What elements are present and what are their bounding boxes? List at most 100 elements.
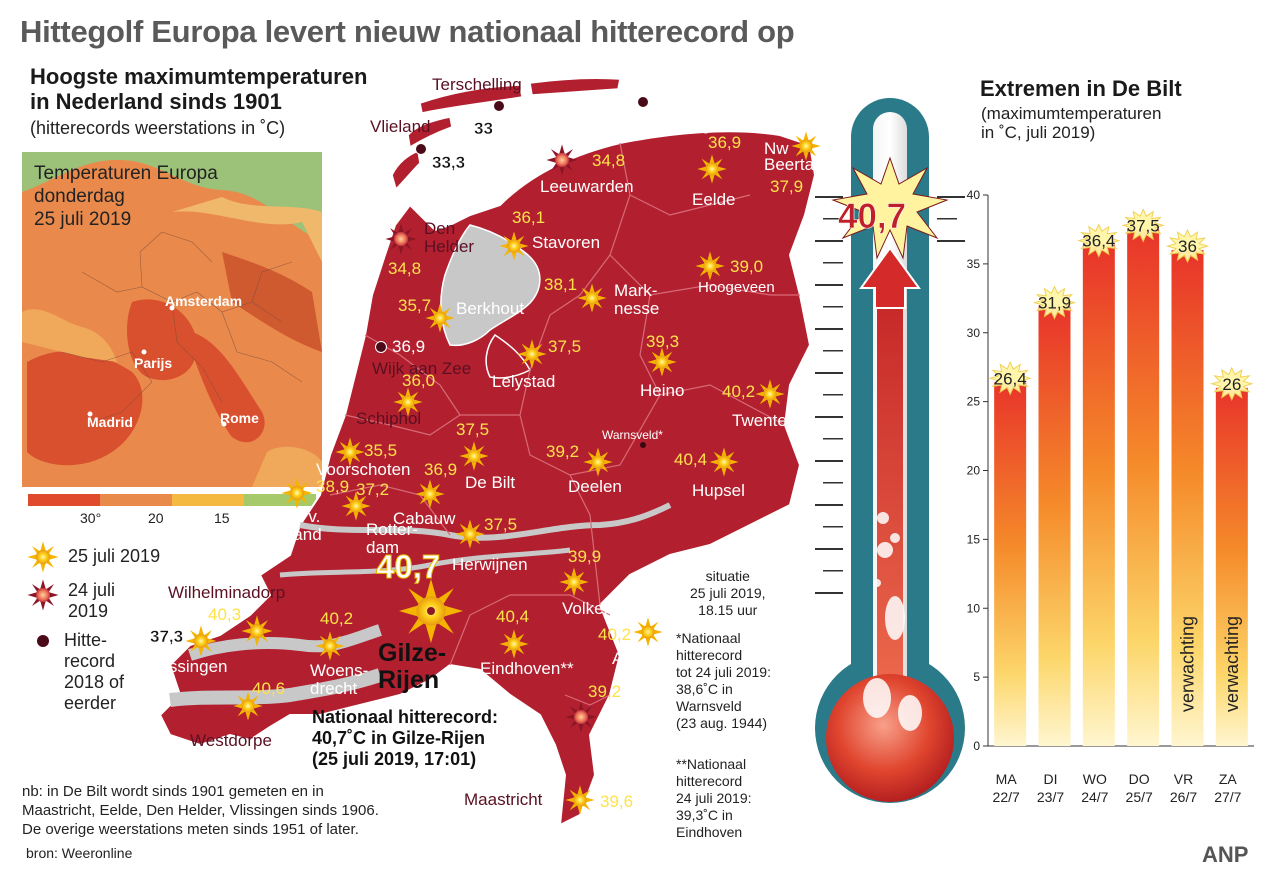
city-label-amsterdam: Amsterdam [165,293,243,309]
bar-value-burst [1121,208,1165,243]
bar-value-label: 26,4 [994,369,1027,388]
x-day-label: WO [1083,771,1107,787]
island-vlieland [407,116,453,149]
sun-25-july-icon [455,519,485,549]
station-value-terschelling: 33 [474,119,493,138]
station-value-eelde: 36,9 [708,133,742,152]
record-value-gilze-rijen: 40,7 [375,548,441,586]
thermometer-value: 40,7 [838,197,907,237]
station-value-leeuwarden: 34,8 [592,151,626,170]
station-value-lauwersoog: 35,7 [656,97,690,116]
station-name-line: Mark- [614,281,658,300]
station-value-berkhout: 35,7 [398,296,432,315]
x-date-label: 22/7 [993,789,1020,805]
sun-25-july-icon [565,785,595,815]
record-dot-icon [375,341,387,353]
record-line: 40,7˚C in Gilze-Rijen [312,728,486,748]
note-line: hitterecord [676,647,743,663]
sun-25-july-icon [185,625,217,657]
island-texel [391,149,421,191]
warnsveld-dot-icon [640,442,646,448]
x-date-label: 26/7 [1170,789,1197,805]
bar-value-burst [1210,366,1254,401]
footnote-line: De overige weerstations meten sinds 1951… [22,821,359,838]
bar [1038,306,1071,746]
thermometer-droplets [863,512,922,731]
station-name-wijk-aan-zee: Wijk aan Zee [372,359,472,378]
station-name-line: Beerta [764,155,815,174]
y-tick-label: 0 [973,739,980,753]
bar-value-label: 31,9 [1038,294,1071,313]
note-line: 18.15 uur [698,602,758,618]
x-date-label: 23/7 [1037,789,1064,805]
scale-label: 30° [80,510,102,526]
station-name-warnsveld: Warnsveld* [602,428,663,442]
station-name-maastricht: Maastricht [464,790,543,809]
station-value-stavoren: 36,1 [512,208,546,227]
station-name-nw-beerta: Nw Beerta [764,140,815,174]
note-line: 38,6˚C in [676,681,733,697]
station-name-line: Den [424,219,456,238]
station-name-gilze-rijen: Gilze- Rijen [378,640,446,694]
y-tick-label: 15 [967,532,981,546]
legend-line: 24 juli [68,580,116,600]
station-value-vlissingen: 37,3 [150,627,184,646]
debilt-subtitle: (maximumtemperaturen in ˚C, juli 2019) [981,104,1161,142]
legend-label-earlier-record: Hitte- record 2018 of eerder [64,630,124,714]
station-value-marknesse: 38,1 [544,275,578,294]
scale-segment [172,494,244,506]
sun-25-july-icon [415,479,445,509]
europe-map-title: Temperaturen Europa donderdag 25 juli 20… [34,162,218,231]
earlier-record-dot-icon [37,635,49,647]
sun-25-july-icon [499,629,529,659]
y-tick-label: 40 [967,188,981,202]
legend-line: record [64,651,116,671]
station-value-maastricht: 39,6 [600,792,634,811]
debilt-title: Extremen in De Bilt [980,76,1182,101]
bar-value-burst [988,361,1032,396]
station-value-ell: 39,2 [588,682,622,701]
station-value-rotterdam: 37,2 [356,480,390,499]
station-name-vlissingen: Vlissingen [150,657,228,676]
station-name-heino: Heino [640,381,685,400]
station-name-line: Hoek v. [264,507,321,526]
sun-25-july-icon [281,477,313,509]
station-value-volkel: 39,9 [568,547,602,566]
note-line: 25 juli 2019, [690,585,766,601]
sun-25-july-icon [577,283,607,313]
estuary-westerschelde [169,668,383,707]
x-date-label: 27/7 [1214,789,1241,805]
thermometer-ticks [815,196,965,594]
debilt-subtitle-line: in ˚C, juli 2019) [981,123,1096,142]
station-value-hoogeveen: 39,0 [730,257,764,276]
sun-24-july-icon [565,701,597,733]
station-name-de-bilt: De Bilt [465,473,516,492]
forecast-label: verwachting [1222,616,1242,712]
sun-25-july-icon [583,447,613,477]
bar-value-burst [1032,285,1077,320]
city-dot [141,349,147,355]
city-label-madrid: Madrid [87,414,133,430]
y-tick-label: 10 [967,601,981,615]
station-name-line: Rotter- [366,520,418,539]
station-name-westdorpe: Westdorpe [190,731,272,750]
station-name-hupsel: Hupsel [692,481,745,500]
note-line: 24 juli 2019: [676,790,752,806]
debilt-bar-chart: 0 5 10 15 20 25 30 35 40 26,4 MA 22/7 31,9 DI 23/7 36,4… [967,188,1254,805]
station-name-line: dam [366,538,400,557]
bar [1082,244,1115,746]
sun-25-july-icon [499,231,529,261]
situation-note: situatie 25 juli 2019, 18.15 uur [690,568,766,619]
station-name-volkel: Volkel [562,599,608,618]
station-value-voorschoten: 35,5 [364,441,398,460]
bar-value-label: 36,4 [1082,232,1115,251]
sun-24-july-icon [546,144,578,176]
record-dot-icon [415,143,427,155]
main-title: Hittegolf Europa levert nieuw nationaal … [20,14,795,49]
legend-label-25-july: 25 juli 2019 [68,546,161,566]
city-dot [169,305,175,311]
station-name-line: Rijen [378,666,440,694]
station-name-wilhelminadorp: Wilhelminadorp [168,583,286,602]
thermometer-illustration [815,98,965,803]
station-value-den-helder: 34,8 [388,259,422,278]
